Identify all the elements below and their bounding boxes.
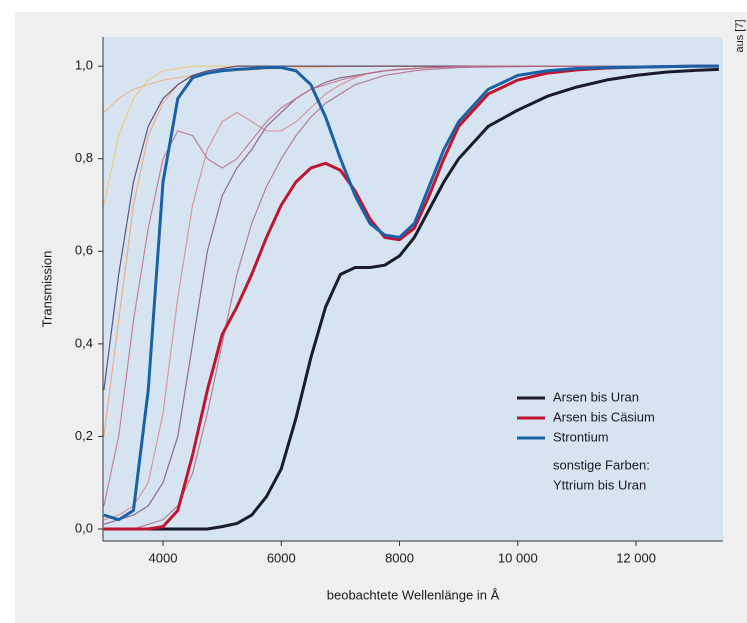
source-note: aus [7]: [734, 19, 746, 52]
y-tick-label: 0,0: [75, 520, 93, 535]
legend-label: Strontium: [553, 429, 609, 444]
legend-note: Yttrium bis Uran: [553, 477, 646, 492]
y-axis-label: Transmission: [39, 251, 54, 328]
x-tick-label: 4000: [149, 550, 178, 565]
legend-note: sonstige Farben:: [553, 457, 650, 472]
x-tick-label: 12 000: [616, 550, 656, 565]
x-tick-label: 6000: [267, 550, 296, 565]
legend-label: Arsen bis Uran: [553, 389, 639, 404]
series-line: [103, 67, 719, 531]
x-axis-label: beobachtete Wellenlänge in Å: [327, 587, 500, 602]
x-tick-label: 10 000: [498, 550, 538, 565]
plot-area: [103, 37, 723, 541]
y-tick-label: 0,2: [75, 428, 93, 443]
legend-label: Arsen bis Cäsium: [553, 409, 655, 424]
other-element-line: [103, 65, 719, 506]
y-tick-label: 0,4: [75, 335, 93, 350]
y-tick-label: 0,8: [75, 150, 93, 165]
y-tick-label: 1,0: [75, 58, 93, 73]
x-tick-label: 8000: [385, 550, 414, 565]
y-tick-label: 0,6: [75, 243, 93, 258]
series-line: [103, 64, 719, 522]
